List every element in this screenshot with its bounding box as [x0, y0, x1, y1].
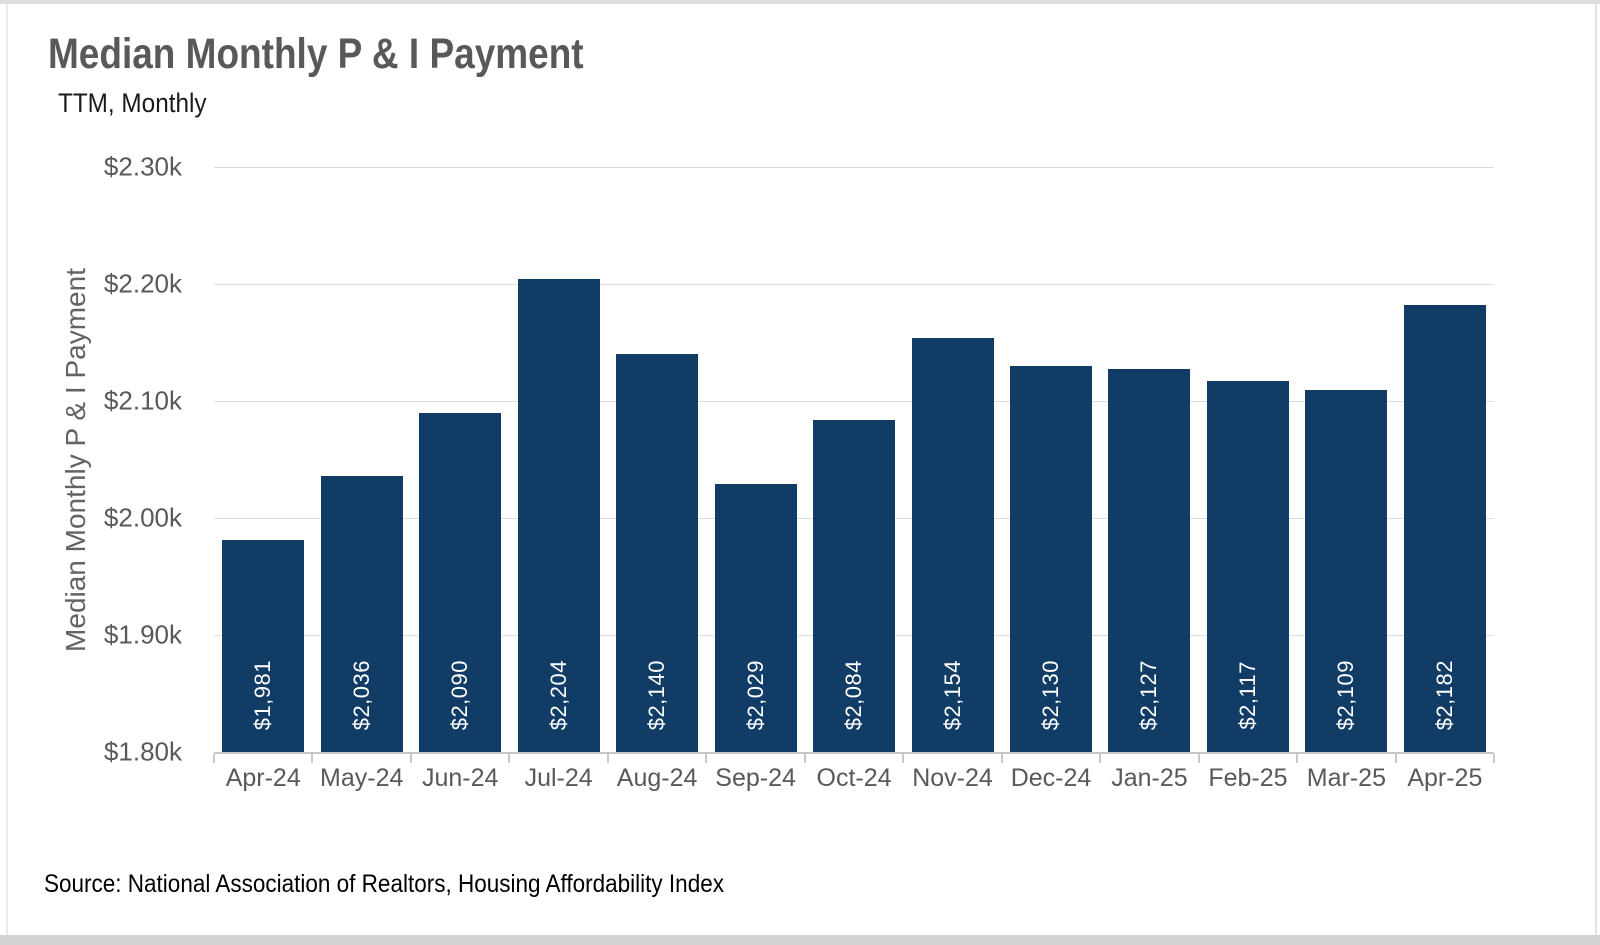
x-axis-tick-mark: [1296, 754, 1299, 763]
bar-jul-24: $2,204: [517, 279, 600, 752]
x-axis-tick-mark: [311, 754, 314, 763]
bar-jan-25: $2,127: [1108, 369, 1191, 752]
x-tick-label: Feb-25: [1208, 764, 1288, 792]
bar-dec-24: $2,130: [1009, 365, 1092, 752]
x-axis-tick-mark: [508, 754, 511, 763]
x-tick-label: Oct-24: [816, 764, 892, 792]
category-cell: $2,029: [706, 167, 804, 752]
x-axis-labels: Apr-24 May-24 Jun-24 Jul-24 Aug-24 Sep-24 Oct-…: [214, 764, 1494, 793]
x-axis-tick-mark: [1493, 754, 1495, 763]
y-tick-label: $2.00k: [103, 502, 182, 533]
bar-value-label: $2,036: [348, 659, 374, 730]
category-cell: $2,154: [903, 167, 1001, 752]
category-cell: $2,109: [1297, 167, 1395, 752]
category-cell: $2,084: [805, 167, 903, 752]
bar-value-label: $2,140: [644, 659, 670, 730]
x-axis-tick-mark: [1000, 754, 1003, 763]
x-axis-tick-mark: [213, 754, 215, 763]
bar-may-24: $2,036: [320, 475, 403, 752]
bars-row: $1,981 $2,036 $2,090 $2,204 $2,140 $2,029 $2,0…: [214, 167, 1494, 752]
x-axis-tick-mark: [409, 754, 412, 763]
y-tick-label: $2.20k: [103, 268, 182, 299]
bar-apr-25: $2,182: [1403, 305, 1486, 752]
y-tick-label: $2.10k: [103, 385, 182, 416]
x-tick-label: Sep-24: [715, 764, 796, 792]
gridline: [214, 167, 1494, 168]
x-tick-label: Nov-24: [912, 764, 993, 792]
bar-value-label: $2,090: [447, 659, 473, 730]
x-tick-label: Dec-24: [1010, 764, 1092, 792]
bar-sep-24: $2,029: [714, 484, 797, 752]
gridline: [214, 284, 1494, 285]
x-tick-label: Jun-24: [421, 764, 499, 792]
y-tick-label: $1.80k: [103, 736, 182, 767]
bar-value-label: $2,127: [1136, 659, 1162, 730]
x-tick-label: Mar-25: [1306, 764, 1386, 792]
y-axis-ticks: $2.30k $2.20k $2.10k $2.00k $1.90k $1.80k: [90, 152, 196, 767]
x-axis-line: [214, 752, 1494, 754]
x-tick-label: May-24: [320, 764, 404, 792]
bar-jun-24: $2,090: [419, 412, 502, 752]
chart-subtitle: TTM, Monthly: [58, 88, 207, 118]
bar-value-label: $2,029: [742, 659, 768, 730]
x-axis-tick-mark: [1197, 754, 1200, 763]
x-tick-label: Jan-25: [1111, 764, 1188, 792]
category-cell: $2,182: [1396, 167, 1494, 752]
bar-aug-24: $2,140: [616, 354, 699, 752]
category-cell: $2,130: [1002, 167, 1100, 752]
bar-feb-25: $2,117: [1206, 381, 1289, 752]
x-axis-tick-mark: [803, 754, 806, 763]
bar-value-label: $2,130: [1037, 659, 1063, 730]
source-note: Source: National Association of Realtors…: [44, 870, 724, 898]
bar-oct-24: $2,084: [813, 419, 896, 752]
bar-value-label: $2,109: [1333, 659, 1359, 730]
plot-area: $1,981 $2,036 $2,090 $2,204 $2,140 $2,029 $2,0…: [213, 167, 1495, 763]
card-border-right: [1595, 4, 1597, 935]
x-tick-label: Aug-24: [616, 764, 698, 792]
y-tick-label: $2.30k: [103, 151, 182, 182]
category-cell: $2,036: [312, 167, 410, 752]
window-edge-bottom: [0, 935, 1600, 945]
bar-value-label: $2,084: [841, 659, 867, 730]
bar-value-label: $2,204: [545, 659, 571, 730]
category-cell: $2,127: [1100, 167, 1198, 752]
bar-nov-24: $2,154: [911, 337, 994, 752]
x-axis-tick-mark: [902, 754, 905, 763]
gridline: [214, 401, 1494, 402]
bar-value-label: $2,154: [939, 659, 965, 730]
x-tick-label: Apr-24: [225, 764, 301, 792]
y-tick-label: $1.90k: [103, 619, 182, 650]
x-axis-tick-mark: [1099, 754, 1102, 763]
category-cell: $2,204: [509, 167, 607, 752]
category-cell: $2,090: [411, 167, 509, 752]
bar-apr-24: $1,981: [222, 540, 305, 752]
y-axis-title: Median Monthly P & I Payment: [60, 268, 91, 652]
window-edge-top: [0, 0, 1600, 4]
bar-value-label: $1,981: [250, 659, 276, 730]
x-axis-tick-mark: [606, 754, 609, 763]
x-tick-label: Apr-25: [1407, 764, 1483, 792]
bar-value-label: $2,182: [1431, 659, 1457, 730]
bar-value-label: $2,117: [1234, 661, 1260, 730]
chart-title: Median Monthly P & I Payment: [48, 30, 584, 78]
x-axis-tick-mark: [1394, 754, 1397, 763]
x-axis-tick-mark: [705, 754, 708, 763]
category-cell: $2,117: [1199, 167, 1297, 752]
category-cell: $2,140: [608, 167, 706, 752]
card-border-left: [6, 4, 8, 935]
bar-mar-25: $2,109: [1305, 390, 1388, 752]
x-tick-label: Jul-24: [524, 764, 593, 792]
category-cell: $1,981: [214, 167, 312, 752]
